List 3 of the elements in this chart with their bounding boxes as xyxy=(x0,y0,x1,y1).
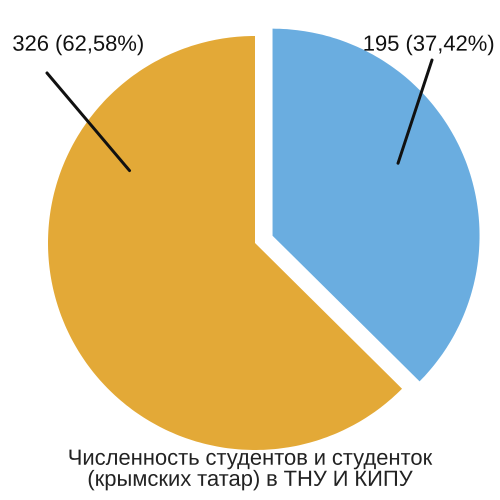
data-label: 195 (37,42%) xyxy=(364,34,494,56)
data-label: 326 (62,58%) xyxy=(13,34,143,56)
text: Численность студентов и студенток (крымских татар) в ТНУ И КИПУ xyxy=(69,450,432,490)
